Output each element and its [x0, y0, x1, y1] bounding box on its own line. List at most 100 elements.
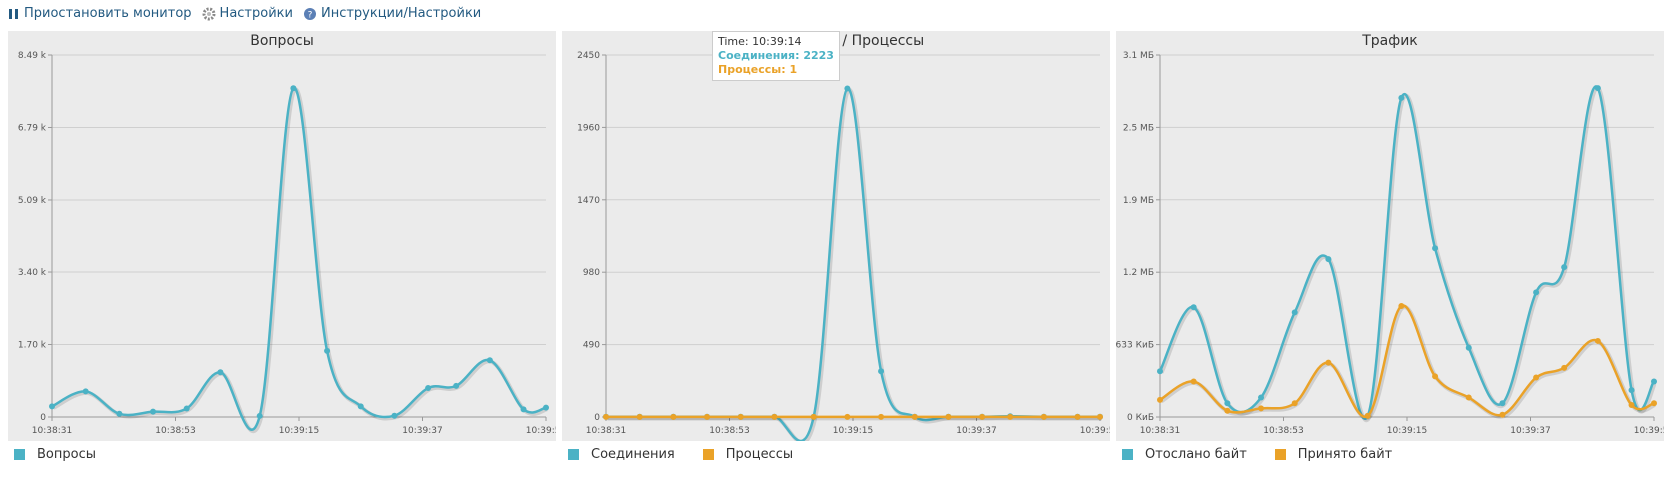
y-tick-label: 6.79 k: [18, 123, 47, 133]
pause-link[interactable]: Приостановить монитор: [8, 6, 192, 21]
x-tick-label: 10:38:53: [155, 426, 195, 436]
legend-item: Соединения: [568, 447, 675, 462]
data-point: [878, 368, 885, 375]
data-point: [737, 413, 744, 420]
data-point: [1499, 400, 1506, 407]
pause-icon: [9, 8, 18, 19]
help-link[interactable]: ? Инструкции/Настройки: [303, 6, 481, 21]
x-tick-label: 10:39:37: [402, 426, 442, 436]
line-shadow: [52, 87, 549, 434]
chart-panel: Соединения / Процессы0490980147019602450…: [562, 31, 1110, 441]
data-point: [520, 406, 527, 413]
data-point: [1594, 85, 1601, 92]
chart: Трафик 0 КиБ 633 КиБ 1.2 МБ 1.9 МБ 2.5 МБ 3.1 …: [1116, 33, 1664, 436]
y-tick-label: 0 КиБ: [1127, 413, 1154, 423]
legend-swatch: [14, 449, 25, 460]
data-point: [82, 388, 89, 395]
data-point: [844, 413, 851, 420]
data-point: [1157, 396, 1163, 403]
x-tick-label: 10:39:37: [1510, 426, 1550, 436]
data-point: [256, 412, 263, 419]
data-point: [391, 412, 398, 419]
y-tick-label: 3.1 МБ: [1123, 51, 1154, 61]
data-point: [1097, 413, 1103, 420]
x-tick-label: 10:39:59: [1080, 426, 1110, 436]
data-point: [1628, 387, 1635, 394]
data-point: [1533, 374, 1540, 381]
data-point: [1432, 373, 1439, 380]
data-point: [486, 357, 493, 364]
x-tick-label: 10:39:15: [1387, 426, 1427, 436]
tooltip: Time: 10:39:14 Соединения: 2223 Процессы: …: [712, 31, 840, 81]
link-text: Инструкции/Настройки: [320, 6, 482, 21]
y-tick-label: 2.5 МБ: [1123, 123, 1154, 133]
x-tick-label: 10:38:53: [1263, 426, 1303, 436]
data-point: [1398, 303, 1405, 310]
data-point: [1465, 394, 1472, 401]
data-point: [425, 385, 432, 392]
data-point: [1499, 411, 1506, 418]
data-point: [810, 413, 817, 420]
data-point: [290, 85, 297, 92]
data-point: [1157, 368, 1163, 375]
chart: Вопросы 0 1.70 k 3.40 k 5.09 k 6.79 k 8.49 k 10…: [18, 33, 556, 436]
link-text: Настройки: [219, 6, 293, 21]
y-tick-label: 1.70 k: [18, 341, 47, 351]
y-tick-label: 3.40 k: [18, 268, 47, 278]
data-point: [1190, 304, 1197, 311]
data-point: [1291, 400, 1298, 407]
y-tick-label: 8.49 k: [18, 51, 47, 61]
help-icon: ?: [303, 7, 316, 20]
data-point: [150, 408, 157, 415]
data-point: [979, 413, 986, 420]
y-tick-label: 633 КиБ: [1116, 341, 1154, 351]
data-point: [1465, 344, 1472, 351]
legend-item: Процессы: [702, 447, 793, 462]
settings-link[interactable]: Настройки: [202, 6, 293, 21]
data-point: [603, 413, 609, 420]
y-tick-label: 0: [594, 413, 600, 423]
data-point: [1364, 412, 1371, 419]
data-point: [670, 413, 677, 420]
legend-item: Вопросы: [14, 447, 96, 462]
data-point: [324, 347, 331, 354]
y-tick-label: 5.09 k: [18, 196, 47, 206]
chart-title: Вопросы: [250, 33, 314, 49]
y-tick-label: 490: [583, 341, 600, 351]
legend-swatch: [568, 449, 579, 460]
data-point: [1258, 394, 1265, 401]
data-point: [357, 403, 364, 410]
legend: Отослано байт Принято байт: [1122, 447, 1392, 462]
data-point: [945, 413, 952, 420]
data-point: [1561, 364, 1568, 371]
data-point: [1561, 264, 1568, 271]
legend-item: Отослано байт: [1122, 447, 1247, 462]
tooltip-line: Соединения: 2223: [718, 49, 834, 62]
y-tick-label: 2450: [577, 51, 600, 61]
data-point: [1190, 378, 1197, 385]
data-point: [116, 410, 123, 417]
data-point: [453, 382, 460, 389]
svg-text:?: ?: [308, 10, 313, 20]
legend-item: Принято байт: [1274, 447, 1392, 462]
data-point: [636, 413, 643, 420]
tooltip-line: Процессы: 1: [718, 63, 798, 76]
data-point: [704, 413, 711, 420]
chart-panel: Трафик 0 КиБ 633 КиБ 1.2 МБ 1.9 МБ 2.5 МБ 3.1 …: [1116, 31, 1664, 441]
data-point: [1594, 337, 1601, 344]
legend-label: Отослано байт: [1145, 447, 1247, 462]
line-shadow: [1159, 85, 1658, 423]
x-tick-label: 10:39:59: [1634, 426, 1664, 436]
data-point: [217, 369, 224, 376]
data-point: [49, 403, 55, 410]
legend-swatch: [1122, 449, 1133, 460]
legend-label: Вопросы: [37, 447, 96, 462]
data-point: [1325, 256, 1332, 263]
legend-swatch: [702, 449, 714, 460]
x-tick-label: 10:39:15: [833, 426, 873, 436]
y-tick-label: 0: [40, 413, 46, 423]
data-point: [543, 404, 549, 411]
chart-panel: Вопросы 0 1.70 k 3.40 k 5.09 k 6.79 k 8.49 k 10…: [8, 31, 556, 441]
data-point: [1325, 359, 1332, 366]
toolbar: Приостановить монитор Настройки ? Инструк…: [8, 6, 481, 21]
